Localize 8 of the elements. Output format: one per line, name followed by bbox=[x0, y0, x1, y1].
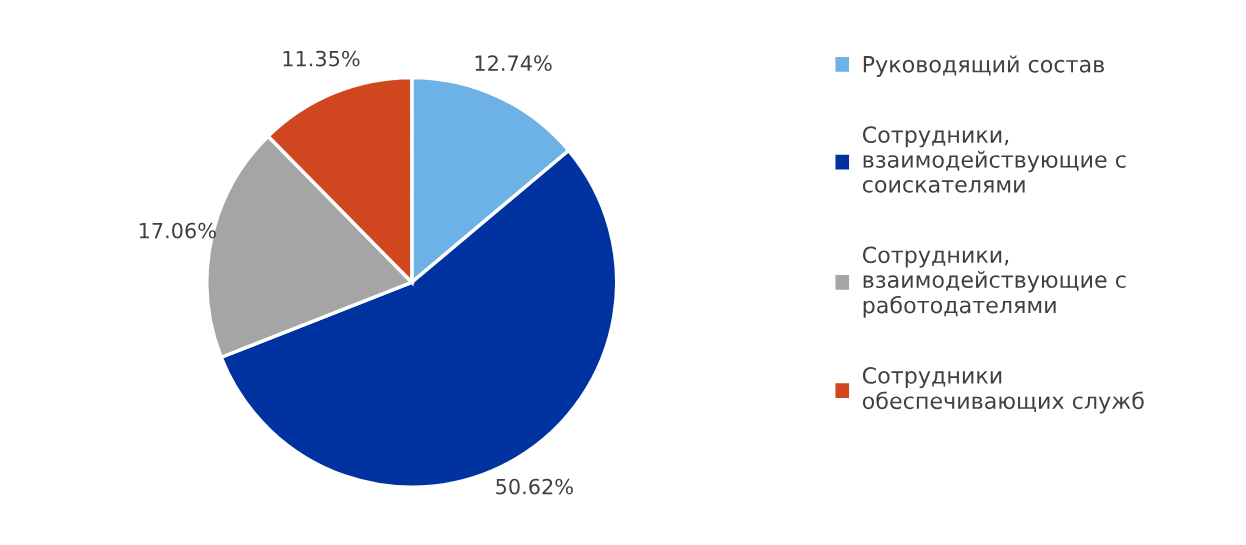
data-label: 11.35% bbox=[283, 50, 360, 67]
legend-label: Руководящий состав bbox=[863, 55, 1104, 77]
legend-label: Сотрудники обеспечивающих служб bbox=[862, 367, 1144, 414]
data-label: 50.62% bbox=[496, 478, 573, 495]
data-label: 12.74% bbox=[475, 55, 552, 72]
legend-label: Сотрудники, взаимодействующие с соискателями bbox=[862, 126, 1126, 193]
legend-label: Сотрудники, взаимодействующие с работодателями bbox=[862, 246, 1126, 318]
data-label: 17.06% bbox=[139, 222, 216, 239]
